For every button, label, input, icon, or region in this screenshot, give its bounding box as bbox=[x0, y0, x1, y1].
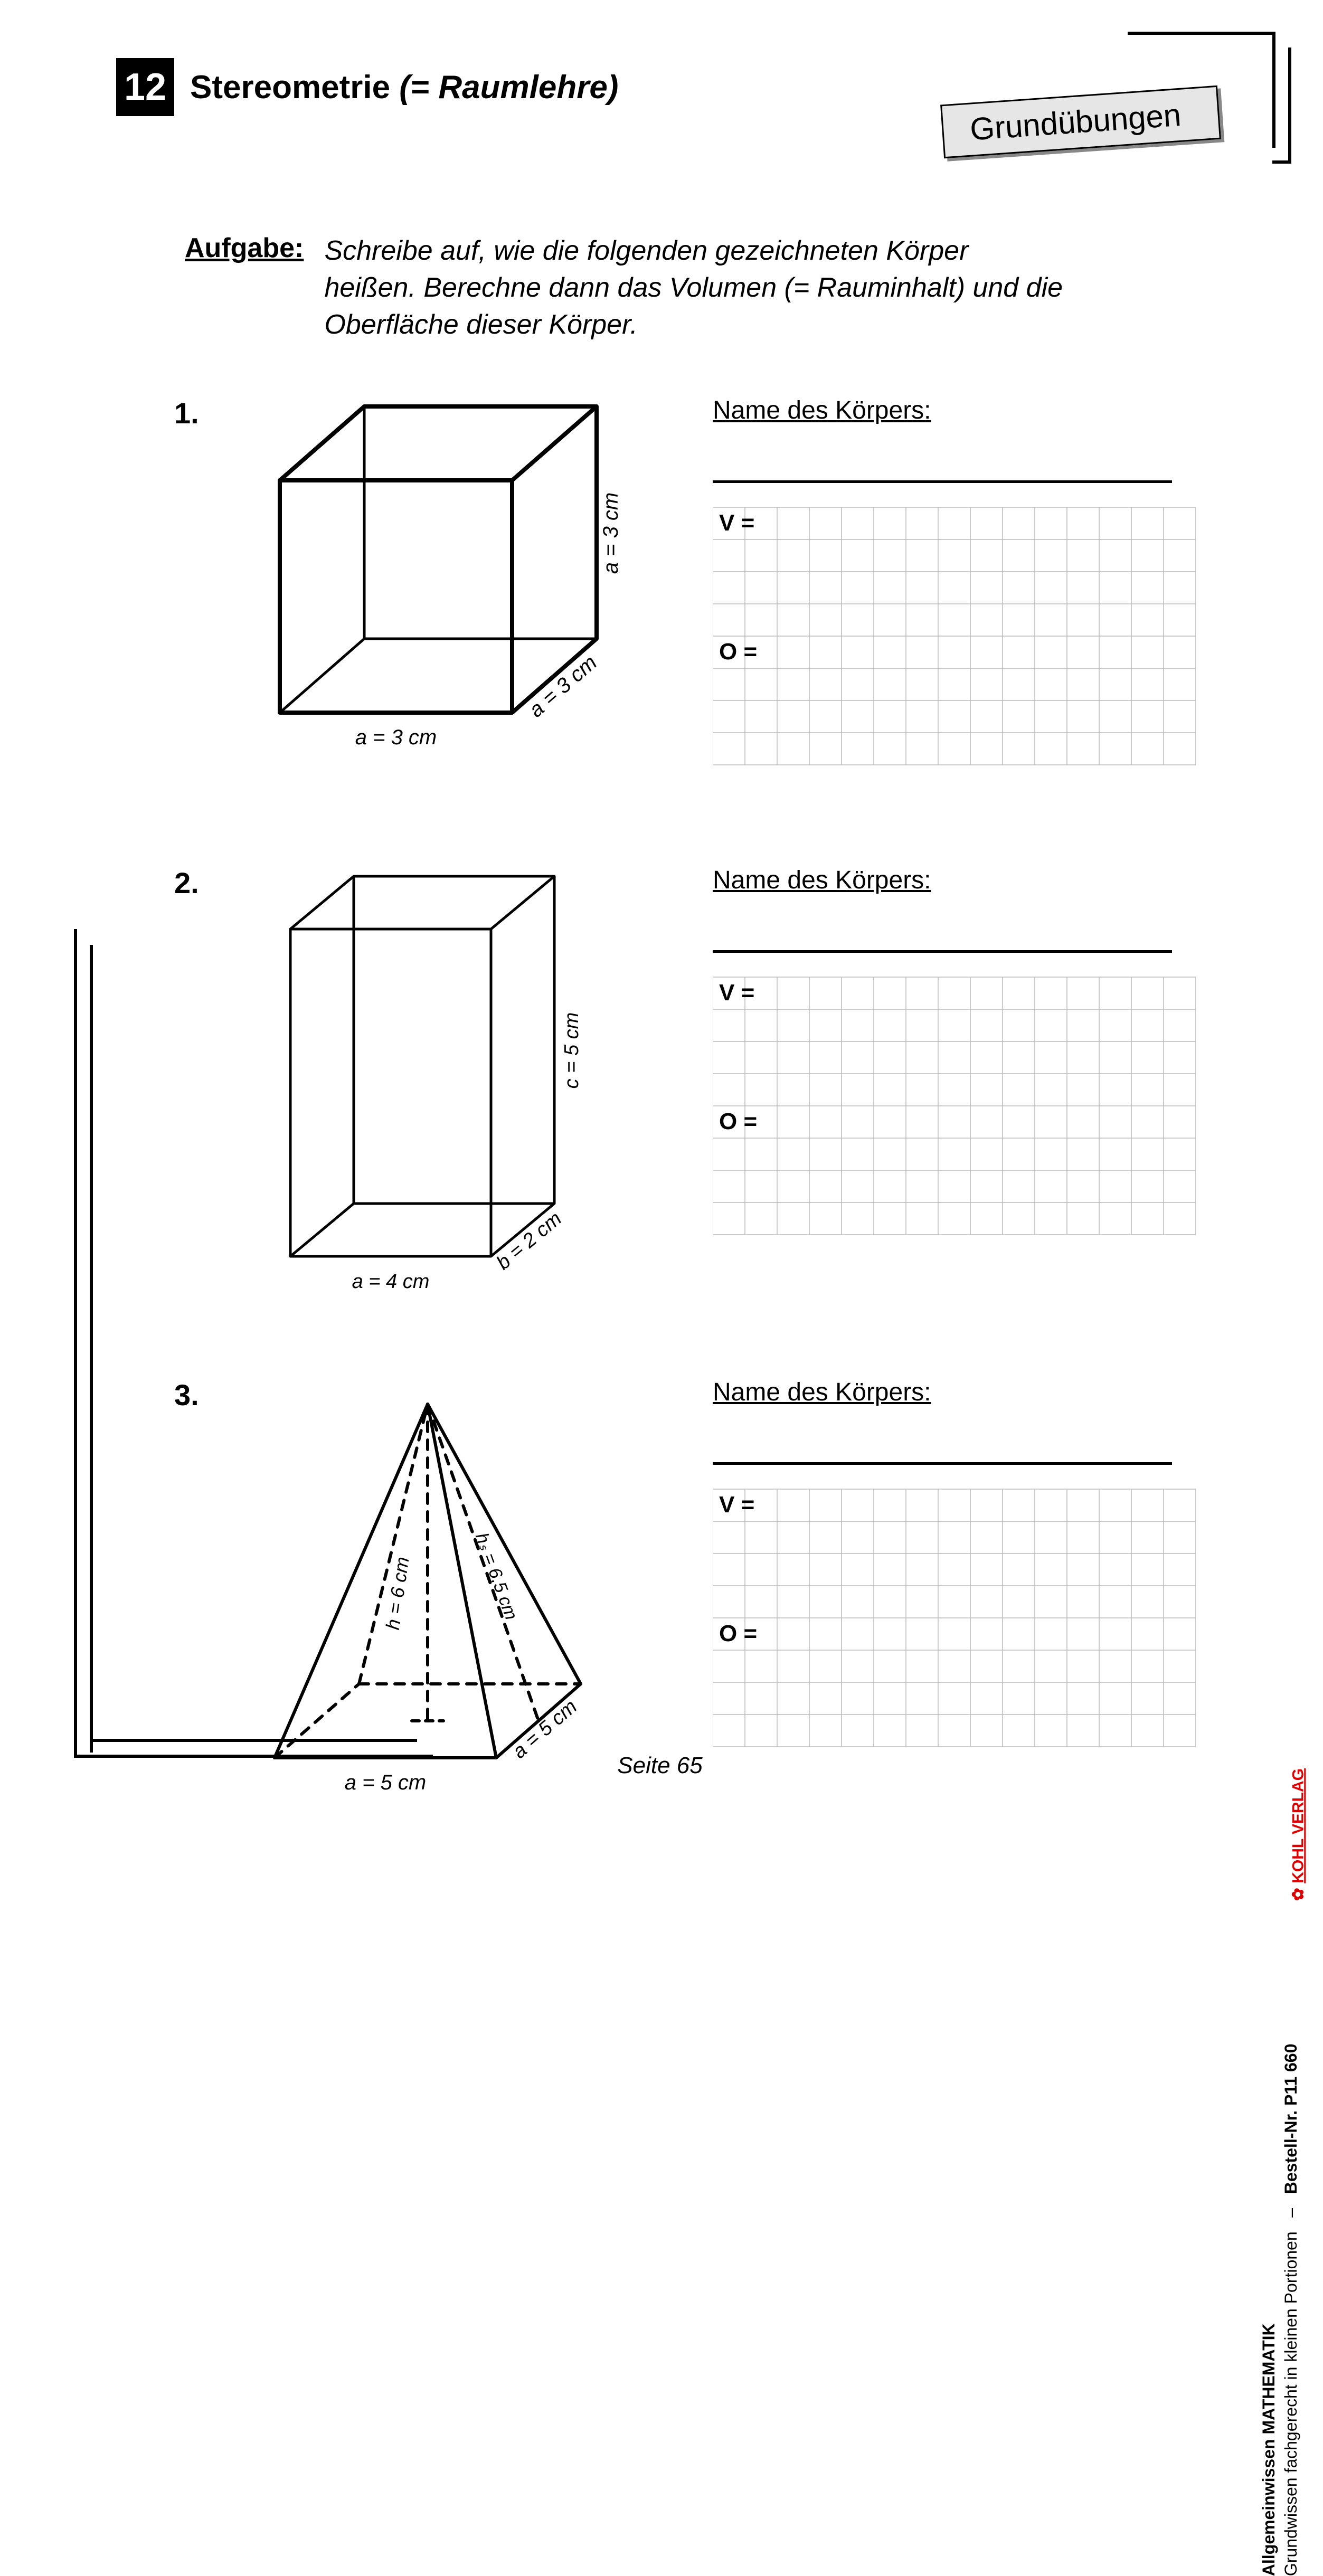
corner-rule bbox=[1288, 48, 1291, 164]
figure-cube: a = 3 cm a = 3 cm a = 3 cm bbox=[248, 396, 639, 779]
figure-cuboid: a = 4 cm b = 2 cm c = 5 cm bbox=[269, 866, 597, 1317]
publisher-name: KOHL VERLAG bbox=[1289, 1768, 1307, 1883]
o-label: O = bbox=[719, 639, 757, 665]
name-label: Name des Körpers: bbox=[713, 396, 1204, 425]
answer-column: Name des Körpers: V = O = bbox=[713, 1378, 1204, 1747]
v-label: V = bbox=[719, 1492, 754, 1518]
corner-rule bbox=[1128, 32, 1275, 35]
svg-text:a = 3 cm: a = 3 cm bbox=[355, 726, 437, 749]
task-text: Schreibe auf, wie die folgenden gezeichn… bbox=[324, 232, 1063, 344]
calc-grid[interactable]: V = O = bbox=[713, 507, 1196, 765]
v-label: V = bbox=[719, 980, 754, 1006]
svg-text:a = 5 cm: a = 5 cm bbox=[345, 1771, 427, 1794]
side-rule bbox=[74, 929, 77, 1758]
svg-text:a = 5 cm: a = 5 cm bbox=[508, 1696, 581, 1763]
svg-text:b = 2 cm: b = 2 cm bbox=[493, 1208, 566, 1275]
chapter-title: Stereometrie (= Raumlehre) bbox=[190, 69, 618, 106]
task-block: Aufgabe: Schreibe auf, wie die folgenden… bbox=[185, 232, 1082, 344]
answer-column: Name des Körpers: V = O = bbox=[713, 866, 1204, 1235]
answer-line[interactable] bbox=[713, 1438, 1172, 1465]
svg-text:c = 5 cm: c = 5 cm bbox=[561, 1012, 583, 1089]
chapter-title-plain: Stereometrie bbox=[190, 69, 399, 106]
side-order: Bestell-Nr. P11 660 bbox=[1281, 2043, 1300, 2194]
grid-svg bbox=[713, 977, 1196, 1235]
exercise-number: 3. bbox=[174, 1378, 199, 1412]
chapter-number-box: 12 bbox=[116, 58, 174, 116]
answer-line[interactable] bbox=[713, 457, 1172, 483]
calc-grid[interactable]: V = O = bbox=[713, 1489, 1196, 1747]
svg-text:a = 3 cm: a = 3 cm bbox=[599, 493, 622, 574]
side-line1: Allgemeinwissen MATHEMATIK bbox=[1259, 2323, 1278, 2576]
o-label: O = bbox=[719, 1109, 757, 1135]
figure-pyramid: a = 5 cm a = 5 cm h = 6 cm hₛ = 6,5 cm bbox=[243, 1388, 623, 1808]
exercise-number: 1. bbox=[174, 396, 199, 430]
page-footer: Seite 65 bbox=[617, 1753, 702, 1779]
o-label: O = bbox=[719, 1621, 757, 1647]
answer-line[interactable] bbox=[713, 926, 1172, 953]
corner-rule bbox=[1272, 160, 1291, 164]
corner-rule bbox=[1272, 32, 1275, 148]
grid-svg bbox=[713, 507, 1196, 765]
v-label: V = bbox=[719, 510, 754, 536]
publisher-logo: ✿ KOHL VERLAG bbox=[1289, 1768, 1307, 1901]
side-rule bbox=[90, 945, 93, 1753]
svg-text:a = 3 cm: a = 3 cm bbox=[525, 651, 601, 722]
svg-text:a = 4 cm: a = 4 cm bbox=[352, 1271, 430, 1293]
svg-text:h = 6 cm: h = 6 cm bbox=[382, 1556, 413, 1631]
name-label: Name des Körpers: bbox=[713, 866, 1204, 895]
answer-column: Name des Körpers: V = O = bbox=[713, 396, 1204, 765]
task-label: Aufgabe: bbox=[185, 232, 322, 264]
calc-grid[interactable]: V = O = bbox=[713, 977, 1196, 1235]
svg-text:hₛ = 6,5 cm: hₛ = 6,5 cm bbox=[471, 1530, 522, 1623]
exercise-number: 2. bbox=[174, 866, 199, 900]
side-line2: Grundwissen fachgerecht in kleinen Porti… bbox=[1281, 2231, 1300, 2576]
chapter-title-italic: (= Raumlehre) bbox=[399, 69, 618, 106]
grid-svg bbox=[713, 1489, 1196, 1747]
name-label: Name des Körpers: bbox=[713, 1378, 1204, 1407]
worksheet-page: 12 Stereometrie (= Raumlehre) Grundübung… bbox=[116, 58, 1204, 1800]
level-badge: Grundübungen bbox=[940, 86, 1221, 158]
